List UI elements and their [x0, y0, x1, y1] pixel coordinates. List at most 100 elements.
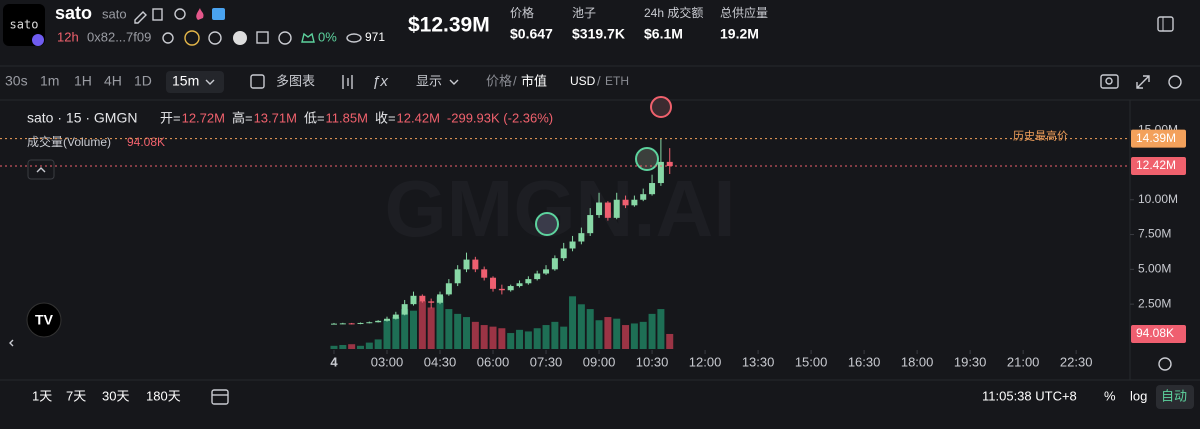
volume-bar	[648, 313, 656, 349]
candle-body	[410, 295, 417, 305]
ohlc-value: 12.42M	[397, 110, 440, 125]
range-button: 7天	[66, 388, 86, 403]
volume-bar	[330, 345, 338, 349]
auto-toggle[interactable]: 自动	[1161, 388, 1187, 403]
volume-bar	[454, 313, 462, 349]
clock: 11:05:38 UTC+8	[982, 388, 1077, 403]
volume-bar	[365, 342, 373, 349]
candle-body	[481, 269, 488, 278]
candle-body	[516, 283, 523, 287]
volume-bar	[524, 331, 532, 349]
auto-box[interactable]	[1156, 385, 1194, 409]
percent-toggle[interactable]: %	[1104, 388, 1116, 403]
candle-body	[551, 258, 558, 270]
settings-icon[interactable]	[1158, 357, 1172, 371]
volume-bar	[471, 321, 479, 349]
candle-body	[401, 304, 408, 315]
candle-body	[596, 202, 603, 216]
volume-bar	[489, 326, 497, 349]
volume-bar	[622, 325, 630, 349]
ohlc-value: 13.71M	[254, 110, 297, 125]
volume-bar	[463, 317, 471, 349]
tradingview-logo[interactable]	[26, 302, 62, 338]
interval[interactable]: 1m	[40, 73, 59, 89]
y-tick-label: 5.00M	[1138, 262, 1171, 276]
volume-label-box	[1131, 324, 1186, 343]
candle-body	[569, 241, 576, 249]
scroll-left[interactable]	[9, 339, 14, 347]
candle-body	[445, 283, 452, 295]
ohlc-label: 开=	[160, 110, 181, 125]
market-cap: $12.39M	[408, 14, 490, 37]
candle-body	[666, 161, 673, 167]
stat-value: 19.2M	[720, 26, 759, 42]
volume-bar	[374, 339, 382, 349]
interval[interactable]: 30s	[5, 73, 28, 89]
candle-body	[454, 269, 461, 284]
candle-body	[631, 199, 638, 206]
calendar-icon[interactable]	[211, 389, 229, 405]
candle-body	[534, 273, 541, 280]
range-button: 180天	[146, 388, 181, 403]
range-button: 1天	[32, 388, 52, 403]
candle-body	[348, 323, 355, 325]
address: 0x82...7f09	[87, 29, 151, 44]
alt-currency[interactable]: ETH	[605, 74, 629, 88]
volume-bar	[639, 321, 647, 349]
y-tick-label: 2.50M	[1138, 296, 1171, 310]
volume-bar	[516, 329, 524, 349]
chevron	[449, 79, 459, 85]
toolbar-right-icons[interactable]	[1100, 74, 1182, 89]
candle-body	[498, 288, 505, 291]
candle-body	[507, 286, 514, 291]
chain-icon	[32, 34, 44, 46]
log-toggle[interactable]: log	[1130, 388, 1147, 403]
checkbox[interactable]	[250, 74, 265, 89]
ohlc-value: 11.85M	[326, 110, 368, 125]
interval-selected[interactable]: 15m	[172, 73, 199, 89]
interval[interactable]: 1H	[74, 73, 92, 89]
volume-bar	[392, 317, 400, 349]
age: 12h	[57, 29, 79, 44]
interval[interactable]: 1D	[134, 73, 152, 89]
collapse-button[interactable]	[27, 159, 55, 180]
volume-bar	[542, 325, 550, 349]
x-tick-label: 07:30	[530, 354, 563, 369]
x-tick-label: 04:30	[424, 354, 457, 369]
volume-bar	[613, 318, 621, 349]
interval[interactable]: 4H	[104, 73, 122, 89]
x-tick-label: 13:30	[742, 354, 775, 369]
candle-body	[543, 269, 550, 274]
x-tick-label: 03:00	[371, 354, 404, 369]
volume-bar	[595, 320, 603, 349]
volume-bar	[445, 309, 453, 349]
stat-value: $6.1M	[644, 26, 683, 42]
currency[interactable]: USD	[570, 74, 596, 88]
x-tick-label: 16:30	[848, 354, 881, 369]
x-tick-label: 18:00	[901, 354, 934, 369]
mcap-toggle[interactable]: 市值	[521, 73, 547, 88]
chart-type-icons[interactable]: ƒx	[342, 73, 388, 90]
candle-body	[560, 248, 567, 259]
volume-bar	[604, 317, 612, 349]
volume-bar	[436, 296, 444, 349]
x-tick-label: 12:00	[689, 354, 722, 369]
candle-body	[578, 233, 585, 242]
token-symbol: sato	[102, 6, 127, 21]
volume-bar	[569, 296, 577, 349]
candle-body	[525, 279, 532, 284]
multi-chart[interactable]: 多图表	[276, 73, 315, 88]
candle-body	[490, 277, 497, 289]
price-label: 14.39M	[1136, 131, 1176, 145]
header-icons	[134, 8, 225, 24]
sidebar-toggle[interactable]	[1157, 16, 1174, 32]
volume-bar	[666, 333, 674, 349]
interval-selected-box[interactable]	[166, 71, 224, 93]
price-toggle[interactable]: 价格	[486, 73, 512, 88]
candle-body	[587, 215, 594, 234]
candle-body	[357, 322, 364, 324]
y-tick-label: 7.50M	[1138, 227, 1171, 241]
display[interactable]: 显示	[416, 73, 442, 88]
volume-legend: 成交量(Volume)	[27, 134, 111, 149]
candle-body	[330, 323, 337, 325]
